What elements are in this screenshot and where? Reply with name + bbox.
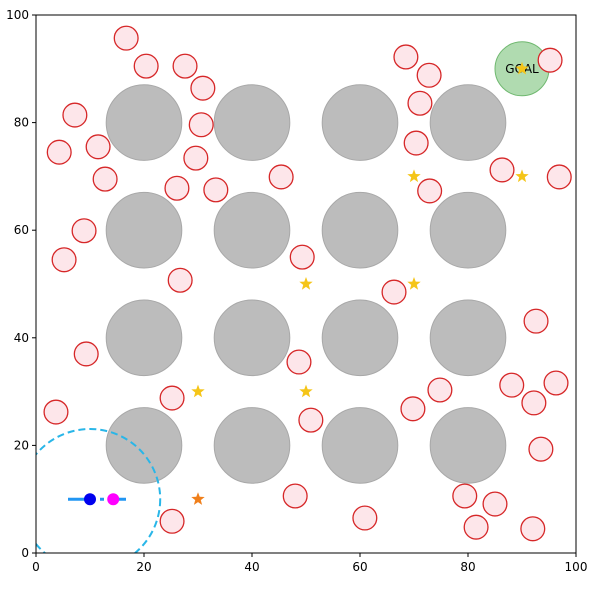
x-tick-label: 80 <box>460 560 475 574</box>
pedestrian <box>188 112 214 138</box>
obstacle <box>429 191 507 269</box>
obstacle <box>321 191 399 269</box>
y-tick-label: 100 <box>6 8 29 22</box>
pedestrian <box>159 508 185 534</box>
pedestrian <box>352 505 378 531</box>
obstacle <box>321 299 399 377</box>
waypoint-star <box>299 384 313 398</box>
y-tick-label: 20 <box>14 438 29 452</box>
pedestrian <box>282 483 308 509</box>
x-tick-label: 100 <box>565 560 588 574</box>
pedestrian <box>521 390 547 416</box>
pedestrian <box>482 491 508 517</box>
obstacle <box>321 407 399 484</box>
subgoal <box>107 493 120 506</box>
pedestrian <box>159 385 185 411</box>
waypoint-star <box>191 384 205 398</box>
pedestrian <box>543 370 569 396</box>
y-tick-label: 80 <box>14 116 29 130</box>
pedestrian <box>71 218 97 244</box>
obstacle <box>429 299 507 377</box>
pedestrian <box>417 178 443 204</box>
pedestrian <box>73 341 99 367</box>
pedestrian <box>298 407 324 433</box>
obstacle <box>213 84 291 161</box>
obstacle <box>213 191 291 269</box>
pedestrian <box>393 44 419 70</box>
plot-layer: GOAL <box>36 25 572 553</box>
pedestrian <box>289 244 315 270</box>
pedestrian <box>520 516 546 542</box>
pedestrian <box>489 157 515 183</box>
pedestrian <box>523 308 549 334</box>
pedestrian <box>268 164 294 190</box>
x-tick-label: 40 <box>244 560 259 574</box>
y-tick-label: 0 <box>21 546 29 560</box>
waypoint-star <box>407 277 421 290</box>
obstacle <box>321 84 399 161</box>
pedestrian <box>407 90 433 116</box>
pedestrian <box>463 514 489 540</box>
waypoint-star <box>407 169 421 183</box>
plot-frame <box>35 14 577 554</box>
pedestrian <box>203 177 229 203</box>
obstacle <box>105 191 183 269</box>
waypoint-star <box>299 277 313 290</box>
obstacle <box>105 84 183 161</box>
obstacle <box>105 407 183 484</box>
pedestrian <box>537 47 563 73</box>
pedestrian <box>113 25 139 51</box>
pedestrian <box>546 164 572 190</box>
pedestrian <box>62 102 88 128</box>
y-tick-label: 40 <box>14 331 29 345</box>
pedestrian <box>46 139 72 165</box>
pedestrian <box>133 53 159 79</box>
pedestrian <box>190 75 216 101</box>
waypoint-star <box>515 61 529 75</box>
pedestrian <box>427 377 453 403</box>
waypoint-star <box>515 169 529 183</box>
pedestrian <box>164 175 190 201</box>
next-waypoint-star <box>191 492 205 505</box>
pedestrian <box>403 130 429 156</box>
pedestrian <box>499 372 525 398</box>
pedestrian <box>92 166 118 192</box>
pedestrian <box>452 483 478 509</box>
pedestrian <box>183 145 209 171</box>
obstacle <box>105 299 183 377</box>
x-tick-label: 60 <box>352 560 367 574</box>
pedestrian <box>43 399 69 425</box>
pedestrian <box>172 53 198 79</box>
obstacle <box>429 84 507 161</box>
robot <box>84 493 96 506</box>
pedestrian <box>85 134 111 160</box>
pedestrian <box>528 436 554 462</box>
pedestrian <box>286 349 312 375</box>
x-tick-label: 20 <box>136 560 151 574</box>
pedestrian <box>400 396 426 422</box>
pedestrian <box>51 247 77 273</box>
y-tick-label: 60 <box>14 223 29 237</box>
pedestrian <box>167 267 193 293</box>
sensor-range <box>36 428 162 553</box>
obstacle <box>213 299 291 377</box>
obstacle <box>213 407 291 484</box>
pedestrian <box>416 62 442 88</box>
obstacle <box>429 407 507 484</box>
x-tick-label: 0 <box>32 560 40 574</box>
pedestrian <box>381 279 407 305</box>
